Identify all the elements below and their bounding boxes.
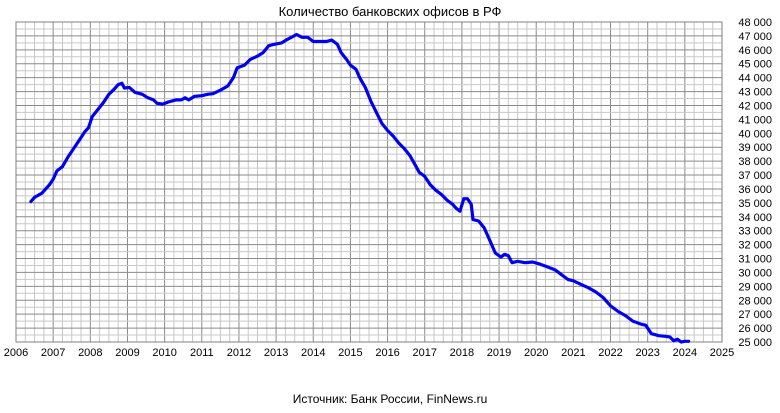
y-tick-label: 43 000: [738, 87, 772, 99]
x-tick-label: 2023: [635, 347, 659, 359]
y-tick-label: 44 000: [738, 73, 772, 85]
y-tick-label: 41 000: [738, 114, 772, 126]
y-tick-label: 38 000: [738, 156, 772, 168]
y-tick-label: 39 000: [738, 142, 772, 154]
y-tick-label: 31 000: [738, 254, 772, 266]
x-tick-label: 2009: [115, 347, 139, 359]
chart-source: Источник: Банк России, FinNews.ru: [292, 392, 488, 406]
x-tick-label: 2014: [301, 347, 325, 359]
x-tick-label: 2015: [338, 347, 362, 359]
x-tick-label: 2011: [190, 347, 214, 359]
x-tick-label: 2025: [710, 347, 734, 359]
x-tick-label: 2024: [673, 347, 697, 359]
y-tick-label: 37 000: [738, 170, 772, 182]
y-tick-label: 25 000: [738, 337, 772, 349]
chart-title: Количество банковских офисов в РФ: [278, 4, 502, 19]
x-tick-label: 2020: [524, 347, 548, 359]
y-tick-label: 26 000: [738, 323, 772, 335]
y-tick-label: 46 000: [738, 45, 772, 57]
y-tick-label: 47 000: [738, 31, 772, 43]
y-tick-label: 35 000: [738, 198, 772, 210]
series-line: [29, 32, 691, 344]
x-tick-label: 2006: [4, 347, 28, 359]
x-tick-label: 2007: [41, 347, 65, 359]
x-tick-label: 2008: [78, 347, 102, 359]
y-tick-label: 42 000: [738, 100, 772, 112]
y-tick-label: 48 000: [738, 17, 772, 29]
y-tick-label: 30 000: [738, 267, 772, 279]
y-tick-label: 34 000: [738, 212, 772, 224]
y-tick-label: 45 000: [738, 59, 772, 71]
y-tick-label: 28 000: [738, 295, 772, 307]
x-tick-label: 2012: [227, 347, 251, 359]
x-tick-label: 2022: [598, 347, 622, 359]
y-tick-label: 33 000: [738, 226, 772, 238]
x-tick-label: 2021: [561, 347, 585, 359]
x-tick-label: 2018: [450, 347, 474, 359]
x-tick-label: 2016: [375, 347, 399, 359]
plot-frame: [15, 21, 723, 343]
x-tick-label: 2019: [487, 347, 511, 359]
y-tick-label: 40 000: [738, 128, 772, 140]
x-tick-label: 2013: [264, 347, 288, 359]
y-tick-label: 29 000: [738, 281, 772, 293]
y-tick-label: 27 000: [738, 309, 772, 321]
x-tick-label: 2010: [152, 347, 176, 359]
y-tick-label: 32 000: [738, 240, 772, 252]
x-tick-label: 2017: [412, 347, 436, 359]
y-tick-label: 36 000: [738, 184, 772, 196]
